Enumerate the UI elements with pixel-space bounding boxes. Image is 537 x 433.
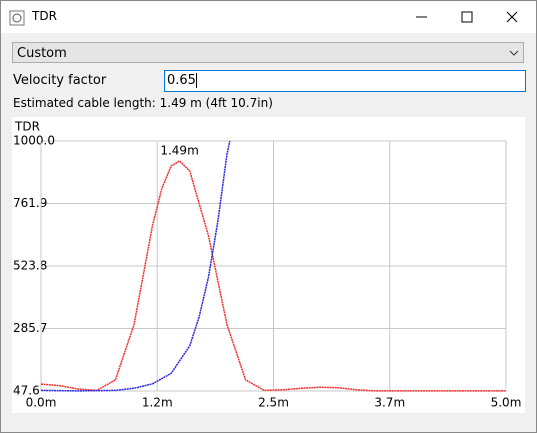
- chart-title: TDR: [14, 120, 40, 134]
- chart: TDR 47.6 285.7 523.8 761.9 1000.0 0.0m 1.2m 2.5…: [12, 117, 525, 413]
- dropdown-arrow: [509, 50, 519, 56]
- x-tick-label: 2.5m: [258, 396, 289, 410]
- preset-value: Custom: [17, 46, 67, 61]
- x-tick-label: 5.0m: [491, 396, 522, 410]
- title-bar: TDR: [1, 1, 536, 33]
- series-line: [40, 140, 231, 392]
- series-line: [40, 160, 506, 392]
- window-title: TDR: [32, 9, 57, 23]
- x-tick-label: 3.7m: [374, 396, 405, 410]
- x-tick-label: 0.0m: [26, 396, 57, 410]
- y-tick-label: 523.8: [13, 259, 47, 273]
- preset-dropdown[interactable]: Custom: [12, 42, 524, 63]
- y-tick-label: 1000.0: [13, 134, 55, 148]
- x-tick-label: 1.2m: [142, 396, 173, 410]
- peak-label: 1.49m: [160, 143, 198, 157]
- y-tick-label: 761.9: [13, 196, 47, 210]
- y-tick-label: 285.7: [13, 321, 47, 335]
- estimate-text: Estimated cable length: 1.49 m (4ft 10.7…: [13, 96, 273, 110]
- y-tick-label: 47.6: [13, 384, 40, 398]
- velocity-label: Velocity factor: [13, 73, 107, 88]
- app-icon: [9, 10, 25, 26]
- velocity-input[interactable]: 0.65​: [164, 70, 526, 92]
- velocity-value: 0.65: [167, 73, 196, 88]
- window-controls[interactable]: [401, 1, 536, 33]
